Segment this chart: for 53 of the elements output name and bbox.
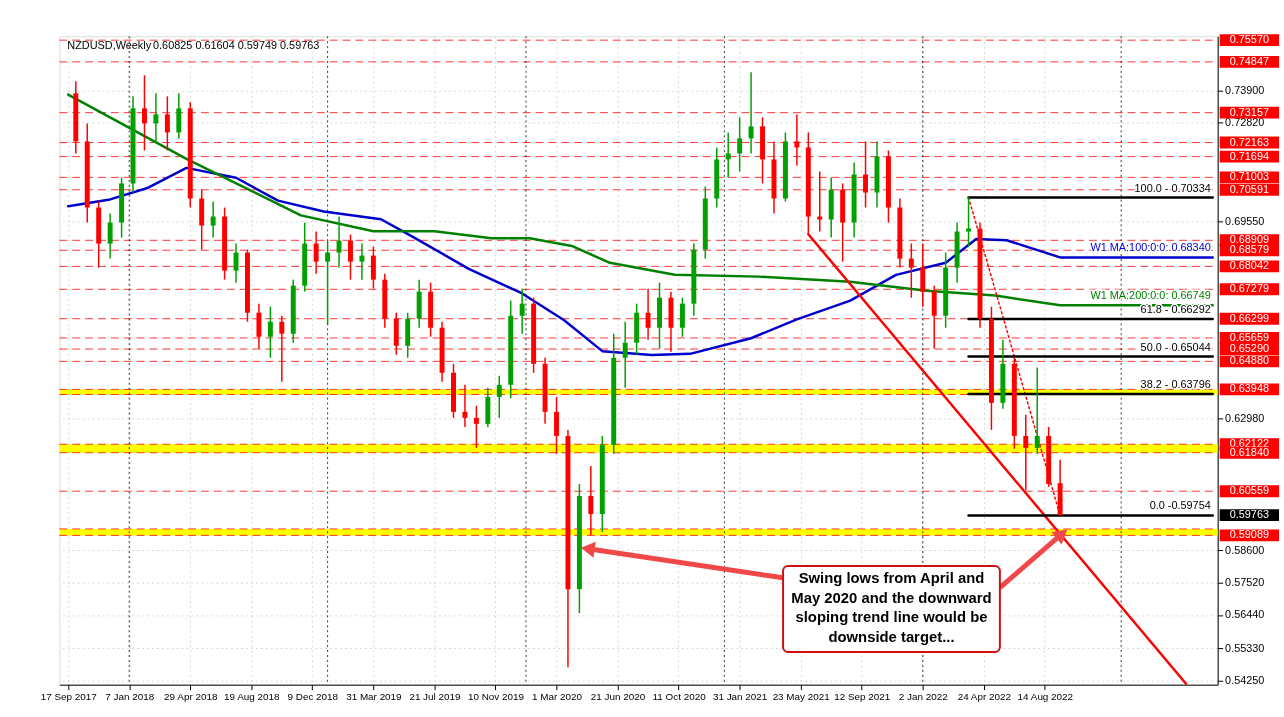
- x-tick-label: 21 Jun 2020: [590, 691, 646, 703]
- y-tick-label: 0.55330: [1225, 641, 1265, 654]
- y-tick-label: 0.73900: [1225, 83, 1265, 96]
- ref-line-label: 0.70591: [1229, 182, 1270, 195]
- x-tick-label: 2 Jan 2022: [898, 691, 948, 703]
- x-tick-label: 29 Apr 2018: [164, 691, 218, 703]
- ref-line-label: 0.65659: [1229, 330, 1270, 343]
- x-tick-label: 9 Dec 2018: [287, 691, 339, 703]
- x-tick-label: 11 Oct 2020: [652, 691, 707, 703]
- chart-title: NZDUSD,Weekly: [67, 39, 152, 52]
- series-label: 38.2 - 0.63796: [1140, 378, 1211, 390]
- x-tick-label: 12 Sep 2021: [834, 691, 891, 703]
- series-label: W1 MA:200:0:0: 0.66749: [1090, 289, 1211, 302]
- ref-line-label: 0.66299: [1229, 311, 1270, 324]
- x-tick-label: 23 May 2021: [772, 691, 831, 703]
- x-tick-label: 14 Aug 2022: [1017, 691, 1074, 703]
- y-tick-label: 0.57520: [1225, 575, 1265, 588]
- y-tick-label: 0.62980: [1225, 411, 1265, 424]
- ref-line-label: 0.64880: [1229, 354, 1270, 367]
- x-tick-label: 31 Mar 2019: [346, 691, 403, 703]
- y-tick-label: 0.56440: [1225, 608, 1265, 621]
- ref-line-label: 0.68042: [1229, 259, 1270, 272]
- ref-line-label: 0.73157: [1229, 105, 1270, 118]
- ref-line-label: 0.75570: [1229, 33, 1270, 46]
- ref-line-label: 0.72163: [1229, 135, 1270, 148]
- x-tick-label: 17 Sep 2017: [40, 691, 97, 703]
- series-label: 0.0 -0.59754: [1149, 499, 1211, 512]
- ref-line-label: 0.59089: [1229, 528, 1270, 541]
- ref-line-label: 0.62122: [1229, 437, 1270, 450]
- ref-line-label: 0.68579: [1229, 243, 1270, 256]
- ref-line-label: 0.63948: [1229, 382, 1270, 395]
- y-tick-label: 0.72820: [1225, 116, 1265, 129]
- chart-subtitle: 0.60825 0.61604 0.59749 0.59763: [153, 39, 320, 52]
- ref-line-label: 0.71694: [1229, 149, 1270, 162]
- text: 0.59763: [1229, 508, 1270, 521]
- annotation: Swing lows from April and May 2020 and the downward sloping trend line would be downside target...: [791, 569, 992, 646]
- x-tick-label: 19 Aug 2018: [224, 691, 281, 703]
- y-tick-label: 0.54250: [1225, 674, 1265, 687]
- ref-line-label: 0.67279: [1229, 282, 1270, 295]
- ref-line-label: 0.65290: [1229, 342, 1270, 355]
- ref-line-label: 0.60559: [1229, 484, 1270, 497]
- x-tick-label: 24 Apr 2022: [957, 691, 1011, 703]
- x-tick-label: 10 Nov 2019: [467, 691, 525, 703]
- y-tick-label: 0.69550: [1225, 214, 1265, 227]
- x-tick-label: 21 Jul 2019: [409, 691, 461, 703]
- ref-line-label: 0.68909: [1229, 233, 1270, 246]
- x-tick-label: 1 Mar 2020: [532, 691, 583, 703]
- x-tick-label: 31 Jan 2021: [712, 691, 768, 703]
- series-label: 50.0 - 0.65044: [1140, 340, 1211, 353]
- ref-line-label: 0.71003: [1229, 170, 1270, 183]
- x-tick-label: 7 Jan 2018: [105, 691, 155, 703]
- ref-line-label: 0.74847: [1229, 54, 1270, 67]
- y-tick-label: 0.58600: [1225, 543, 1265, 556]
